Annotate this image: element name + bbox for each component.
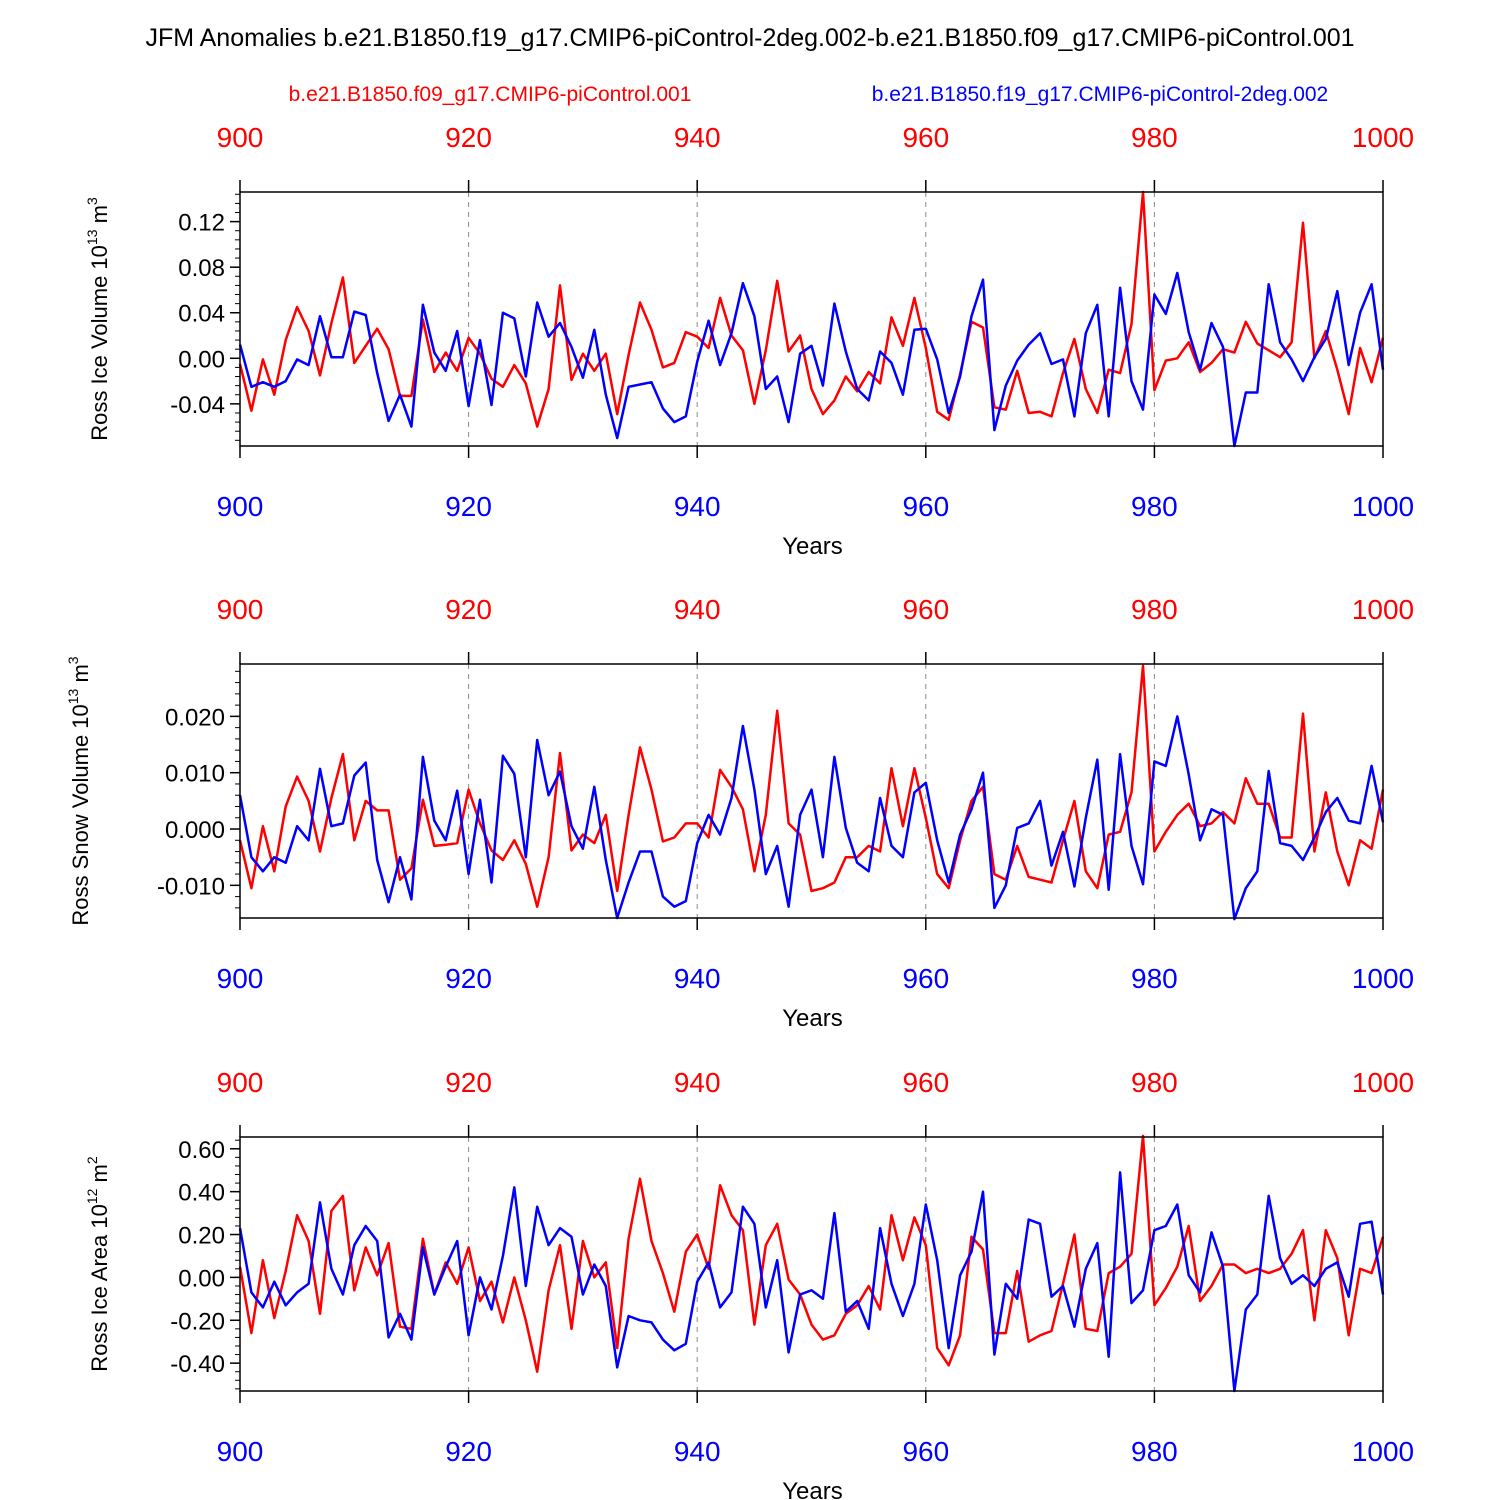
x-top-tick-label: 920	[445, 594, 492, 625]
series-line-f19	[238, 715, 1385, 921]
y-tick-label: 0.20	[178, 1223, 225, 1250]
x-top-tick-label: 980	[1131, 594, 1178, 625]
x-top-tick-label: 960	[902, 594, 949, 625]
x-bottom-tick-label: 960	[902, 1436, 949, 1467]
x-bottom-tick-label: 920	[445, 963, 492, 994]
x-bottom-tick-label: 900	[217, 1436, 264, 1467]
x-top-tick-label: 960	[902, 1067, 949, 1098]
plot-frame	[239, 1136, 1384, 1392]
series-line-f09	[238, 190, 1385, 428]
legend-label-f19: b.e21.B1850.f19_g17.CMIP6-piControl-2deg…	[872, 83, 1328, 106]
x-top-tick-label: 1000	[1352, 1067, 1414, 1098]
x-bottom-tick-label: 980	[1131, 963, 1178, 994]
plot-frame	[239, 663, 1384, 919]
y-axis-title: Ross Snow Volume 1013 m3	[65, 656, 93, 925]
x-axis-title: Years	[782, 1478, 843, 1500]
x-bottom-tick-label: 980	[1131, 491, 1178, 522]
x-bottom-tick-label: 980	[1131, 1436, 1178, 1467]
series-line-f09	[238, 664, 1385, 908]
y-tick-label: 0.08	[178, 255, 225, 282]
y-tick-label: 0.04	[178, 301, 225, 328]
x-bottom-tick-label: 940	[674, 491, 721, 522]
y-tick-label: 0.40	[178, 1180, 225, 1207]
x-top-tick-label: 900	[217, 1067, 264, 1098]
x-top-tick-label: 920	[445, 1067, 492, 1098]
x-axis-title: Years	[782, 1005, 843, 1032]
y-tick-label: 0.020	[165, 704, 225, 731]
legend-label-f09: b.e21.B1850.f09_g17.CMIP6-piControl.001	[289, 83, 692, 106]
y-axis-title: Ross Ice Volume 1013 m3	[84, 197, 112, 441]
y-tick-label: 0.000	[165, 817, 225, 844]
x-top-tick-label: 920	[445, 122, 492, 153]
chart-panel-2: -0.010 0.000 0.010 0.020 900 900 920 920 940 940 9…	[65, 594, 1414, 1032]
x-bottom-tick-label: 1000	[1352, 963, 1414, 994]
x-bottom-tick-label: 1000	[1352, 491, 1414, 522]
y-tick-label: -0.40	[170, 1351, 225, 1378]
series-line-f19	[238, 1171, 1385, 1393]
y-tick-label: 0.60	[178, 1137, 225, 1164]
x-axis-title: Years	[782, 533, 843, 560]
x-top-tick-label: 980	[1131, 1067, 1178, 1098]
y-tick-label: -0.010	[157, 873, 225, 900]
x-top-tick-label: 940	[674, 122, 721, 153]
x-bottom-tick-label: 1000	[1352, 1436, 1414, 1467]
x-top-tick-label: 940	[674, 1067, 721, 1098]
x-bottom-tick-label: 960	[902, 963, 949, 994]
x-bottom-tick-label: 900	[217, 491, 264, 522]
x-bottom-tick-label: 900	[217, 963, 264, 994]
x-top-tick-label: 940	[674, 594, 721, 625]
y-tick-label: 0.00	[178, 346, 225, 373]
y-tick-label: 0.010	[165, 761, 225, 788]
figure-title: JFM Anomalies b.e21.B1850.f19_g17.CMIP6-…	[145, 24, 1354, 52]
y-tick-label: -0.04	[170, 392, 225, 419]
chart-panel-1: -0.04 0.00 0.04 0.08 0.12 900 900 920 920 940 940 9…	[84, 122, 1414, 560]
panels-group: -0.04 0.00 0.04 0.08 0.12 900 900 920 920 940 940 9…	[65, 122, 1414, 1500]
x-top-tick-label: 960	[902, 122, 949, 153]
series-line-f19	[238, 271, 1385, 448]
x-top-tick-label: 1000	[1352, 122, 1414, 153]
y-tick-label: 0.00	[178, 1265, 225, 1292]
chart-panel-3: -0.40 -0.20 0.00 0.20 0.40 0.60 900 900 920 920 94…	[84, 1067, 1414, 1500]
x-top-tick-label: 900	[217, 122, 264, 153]
y-axis-title: Ross Ice Area 1012 m2	[84, 1156, 112, 1372]
x-bottom-tick-label: 940	[674, 1436, 721, 1467]
y-tick-label: -0.20	[170, 1308, 225, 1335]
y-tick-label: 0.12	[178, 210, 225, 237]
plot-frame	[239, 191, 1384, 447]
x-top-tick-label: 900	[217, 594, 264, 625]
x-bottom-tick-label: 920	[445, 1436, 492, 1467]
x-bottom-tick-label: 960	[902, 491, 949, 522]
x-top-tick-label: 980	[1131, 122, 1178, 153]
x-bottom-tick-label: 940	[674, 963, 721, 994]
x-bottom-tick-label: 920	[445, 491, 492, 522]
x-top-tick-label: 1000	[1352, 594, 1414, 625]
